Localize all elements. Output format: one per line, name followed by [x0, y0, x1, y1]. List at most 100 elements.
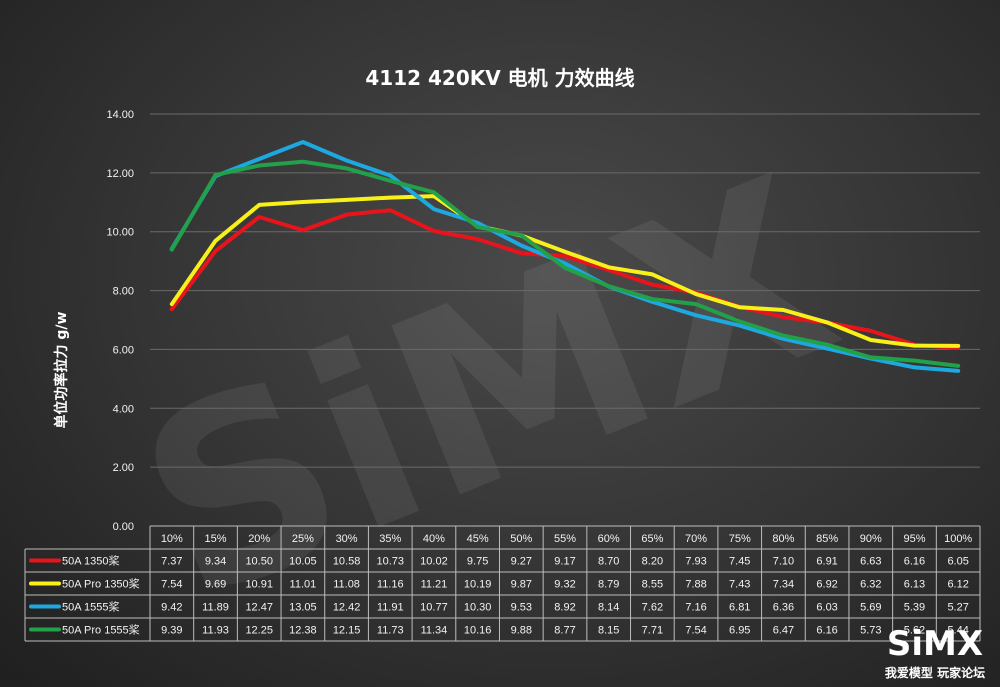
data-label: 7.62: [642, 602, 663, 614]
data-point: [170, 307, 174, 311]
y-tick-label: 8.00: [113, 286, 134, 298]
data-point: [519, 233, 523, 237]
data-label: 12.47: [245, 602, 273, 614]
data-label: 9.17: [554, 556, 575, 568]
data-label: 7.16: [685, 602, 706, 614]
data-label: 5.73: [860, 625, 881, 637]
data-point: [388, 179, 392, 183]
data-point: [170, 248, 174, 252]
data-point: [650, 283, 654, 287]
data-label: 6.47: [773, 625, 794, 637]
x-tick-label: 25%: [292, 533, 314, 545]
x-tick-label: 90%: [860, 533, 882, 545]
legend-label: 50A 1350桨: [62, 554, 120, 568]
data-point: [607, 265, 611, 269]
data-point: [301, 228, 305, 232]
data-label: 11.08: [333, 579, 360, 591]
data-label: 6.13: [904, 579, 925, 591]
watermark-text: SiMX: [105, 122, 870, 657]
data-label: 9.39: [161, 625, 182, 637]
data-point: [781, 333, 786, 338]
data-point: [956, 369, 960, 373]
data-label: 5.62: [904, 625, 925, 637]
data-label: 11.01: [290, 579, 317, 591]
data-label: 6.95: [729, 625, 750, 637]
data-label: 8.77: [554, 625, 575, 637]
data-point: [694, 302, 698, 306]
data-point: [213, 239, 218, 243]
data-point: [344, 166, 349, 171]
data-label: 10.58: [333, 556, 361, 568]
data-label: 10.19: [464, 579, 492, 591]
data-label: 10.05: [289, 556, 317, 568]
data-label: 11.21: [421, 579, 448, 591]
data-point: [476, 221, 480, 225]
y-axis-ticks: 0.00 2.00 4.00 6.00 8.00 10.00 12.00 14.00: [106, 109, 134, 533]
data-label: 10.50: [245, 556, 273, 568]
data-label: 8.92: [554, 602, 575, 614]
data-label: 11.16: [377, 579, 404, 591]
data-point: [257, 203, 261, 207]
x-tick-label: 40%: [423, 533, 445, 545]
data-point: [432, 207, 436, 211]
data-point: [257, 215, 261, 219]
data-label: 9.27: [511, 556, 532, 568]
data-point: [257, 157, 261, 161]
data-point: [825, 343, 829, 347]
data-point: [869, 355, 873, 359]
x-tick-label: 80%: [772, 533, 794, 545]
data-label: 9.88: [511, 625, 532, 637]
data-point: [519, 243, 523, 248]
data-label: 9.69: [205, 579, 226, 591]
data-label: 8.20: [642, 556, 663, 568]
watermark: SiMX: [105, 122, 870, 657]
data-label: 9.34: [205, 556, 226, 568]
data-label: 6.63: [860, 556, 881, 568]
data-label: 6.16: [904, 556, 925, 568]
data-label: 5.39: [904, 602, 925, 614]
data-label: 6.05: [947, 556, 968, 568]
data-label: 10.73: [376, 556, 404, 568]
data-label: 9.87: [511, 579, 532, 591]
x-tick-label: 55%: [554, 533, 576, 545]
data-label: 9.53: [511, 602, 532, 614]
data-label: 5.69: [860, 602, 881, 614]
data-label: 7.34: [773, 579, 794, 591]
simx-logo: SiMX 我爱模型 玩家论坛: [885, 624, 985, 680]
data-point: [738, 305, 742, 309]
legend-label: 50A Pro 1555桨: [62, 623, 140, 637]
data-label: 12.15: [333, 625, 361, 637]
data-point: [912, 365, 917, 369]
data-point: [213, 173, 218, 177]
y-axis-label: 单位功率拉力 g/w: [53, 311, 70, 428]
x-tick-label: 100%: [944, 533, 972, 545]
x-tick-label: 30%: [336, 533, 358, 545]
data-point: [912, 359, 917, 363]
data-point: [781, 337, 786, 341]
data-point: [650, 272, 654, 276]
y-tick-label: 6.00: [113, 344, 134, 356]
x-tick-label: 45%: [467, 533, 489, 545]
data-point: [694, 292, 698, 296]
data-point: [301, 200, 305, 204]
data-label: 11.91: [377, 602, 404, 614]
data-label: 9.75: [467, 556, 488, 568]
logo-text: SiMX: [887, 624, 983, 664]
chart-title: 4112 420KV 电机 力效曲线: [365, 66, 634, 90]
data-point: [607, 284, 611, 288]
data-point: [956, 364, 960, 368]
data-point: [694, 313, 698, 317]
series-lines: [169, 140, 961, 373]
logo-subtitle: 我爱模型 玩家论坛: [885, 665, 985, 680]
data-label: 7.37: [161, 556, 182, 568]
y-tick-label: 14.00: [106, 109, 134, 121]
data-point: [956, 344, 960, 348]
data-point: [738, 319, 742, 324]
data-point: [388, 208, 392, 212]
x-tick-label: 50%: [510, 533, 532, 545]
data-point: [388, 173, 392, 178]
data-point: [432, 190, 436, 194]
data-label: 6.32: [860, 579, 881, 591]
legend-label: 50A Pro 1350桨: [62, 577, 140, 591]
data-label: 6.92: [816, 579, 837, 591]
